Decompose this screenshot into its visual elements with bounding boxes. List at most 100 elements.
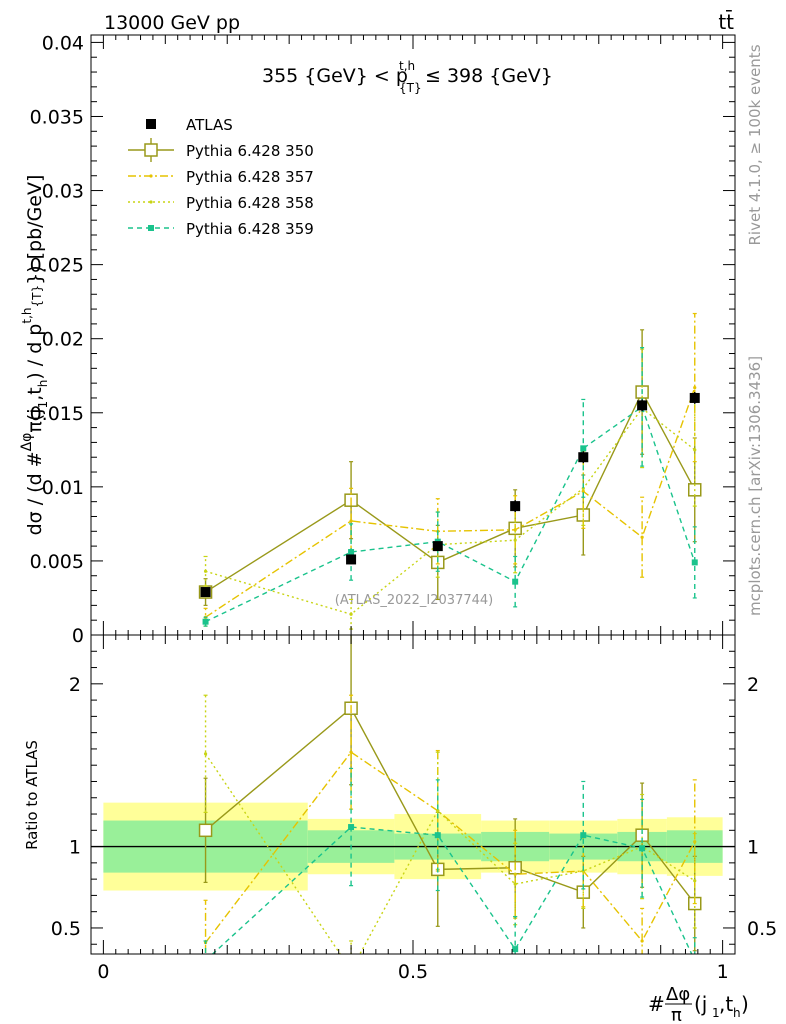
y-tick-label: 0.04 xyxy=(42,32,84,54)
series-0 xyxy=(198,329,702,606)
svg-text:): ) xyxy=(741,992,749,1016)
atlas-data xyxy=(200,392,700,598)
x-tick-label: 0 xyxy=(97,961,109,983)
data-point xyxy=(198,823,213,838)
data-point xyxy=(581,486,585,490)
atlas-data-point xyxy=(689,392,700,403)
mcplots-credit-label: mcplots.cern.ch [arXiv:1306.3436] xyxy=(746,356,764,616)
legend-marker xyxy=(149,174,153,178)
y-tick-label: 0 xyxy=(72,625,84,647)
data-point xyxy=(513,528,517,532)
data-point xyxy=(513,538,517,542)
svg-text:t,h: t,h xyxy=(399,59,415,73)
data-point xyxy=(691,559,698,566)
ratio-tick-label: 0.5 xyxy=(51,918,81,940)
svg-text:355 {GeV} < p: 355 {GeV} < p xyxy=(262,65,408,87)
y-axis-label: dσ / (d #Δφπ(j1,th) / d pt,h{T}}) [pb/Ge… xyxy=(19,175,50,536)
legend-item: ATLAS xyxy=(146,116,233,134)
data-point xyxy=(640,939,644,943)
legend-label: Pythia 6.428 358 xyxy=(186,194,314,212)
legend-label: ATLAS xyxy=(186,116,233,134)
legend-marker xyxy=(144,143,158,157)
axis-ticks: 0 0.005 0.01 0.015 0.02 0.025 0.03 0.035 0.04 0 0.… xyxy=(30,32,778,983)
svg-text:Δφ: Δφ xyxy=(666,984,690,1005)
data-point xyxy=(348,824,355,831)
legend-marker xyxy=(149,200,153,204)
legend: ATLAS Pythia 6.428 350 Pythia 6.428 357 Pyt… xyxy=(128,116,314,238)
x-tick-label: 1 xyxy=(717,961,729,983)
y-tick-label: 0.005 xyxy=(30,551,84,573)
svg-text:1: 1 xyxy=(712,1006,720,1020)
data-point xyxy=(434,832,441,839)
ratio-tick-label: 2 xyxy=(69,674,81,696)
analysis-watermark: (ATLAS_2022_I2037744) xyxy=(335,593,493,608)
plot-title: 355 {GeV} < p t,h {T} ≤ 398 {GeV} xyxy=(262,59,553,95)
legend-item: Pythia 6.428 359 xyxy=(128,220,314,238)
svg-text:(j: (j xyxy=(694,992,707,1016)
legend-marker xyxy=(148,225,154,231)
legend-item: Pythia 6.428 357 xyxy=(128,168,314,186)
data-point xyxy=(693,385,697,390)
atlas-data-point xyxy=(346,554,357,565)
data-point xyxy=(512,578,519,585)
atlas-data-point xyxy=(510,501,521,512)
series-1 xyxy=(203,312,697,627)
series-3 xyxy=(202,346,698,627)
series-line xyxy=(205,405,696,623)
ratio-tick-label-right: 2 xyxy=(747,674,759,696)
svg-text:π: π xyxy=(671,1005,682,1024)
data-point xyxy=(692,958,698,964)
data-point xyxy=(580,832,587,839)
ratio-tick-label: 1 xyxy=(69,837,81,859)
header-right: tt̄ xyxy=(718,9,734,34)
svg-text:{T}: {T} xyxy=(399,81,422,95)
ratio-tick-label-right: 1 xyxy=(747,837,759,859)
data-point xyxy=(202,618,209,625)
y-tick-label: 0.015 xyxy=(30,403,84,425)
data-point xyxy=(348,549,355,556)
ratio-uncertainty-bands xyxy=(91,802,735,891)
header-left: 13000 GeV pp xyxy=(104,12,240,34)
x-axis-label: # Δφ π (j 1 ,t h ) xyxy=(648,984,749,1024)
atlas-data-point xyxy=(432,541,443,552)
atlas-data-point xyxy=(200,587,211,598)
legend-item: Pythia 6.428 350 xyxy=(128,138,314,162)
rivet-version-label: Rivet 4.1.0, ≥ 100k events xyxy=(746,44,764,245)
data-point xyxy=(203,752,208,756)
atlas-data-point xyxy=(578,452,589,463)
data-point xyxy=(349,750,353,754)
data-point xyxy=(349,969,352,972)
data-point xyxy=(349,519,353,523)
data-point xyxy=(203,958,209,964)
data-point xyxy=(580,445,587,452)
legend-marker xyxy=(146,119,156,129)
ratio-panel-frame xyxy=(90,634,736,955)
series-2 xyxy=(203,348,697,630)
data-point xyxy=(513,882,517,886)
svg-text:#: # xyxy=(648,992,665,1016)
x-tick-label: 0.5 xyxy=(398,961,428,983)
data-point xyxy=(512,946,519,953)
atlas-data-point xyxy=(637,400,648,411)
data-point xyxy=(581,869,585,873)
series-line xyxy=(205,407,696,616)
y-tick-label: 0.035 xyxy=(30,106,84,128)
legend-label: Pythia 6.428 350 xyxy=(186,142,314,160)
svg-text:≤ 398 {GeV}: ≤ 398 {GeV} xyxy=(425,65,553,87)
svg-text:h: h xyxy=(733,1006,741,1020)
series-0 xyxy=(198,635,702,952)
data-point xyxy=(639,845,646,852)
ratio-tick-label-right: 0.5 xyxy=(747,918,777,940)
y-tick-label: 0.02 xyxy=(42,329,84,351)
data-point xyxy=(693,448,697,452)
data-point xyxy=(436,809,440,813)
data-point xyxy=(693,879,697,883)
data-point xyxy=(349,612,353,616)
legend-label: Pythia 6.428 359 xyxy=(186,220,314,238)
y-tick-label: 0.025 xyxy=(30,255,84,277)
series-3 xyxy=(203,767,698,964)
ratio-y-axis-label: Ratio to ATLAS xyxy=(23,740,41,850)
y-tick-label: 0.01 xyxy=(42,477,84,499)
y-tick-label: 0.03 xyxy=(42,181,84,203)
